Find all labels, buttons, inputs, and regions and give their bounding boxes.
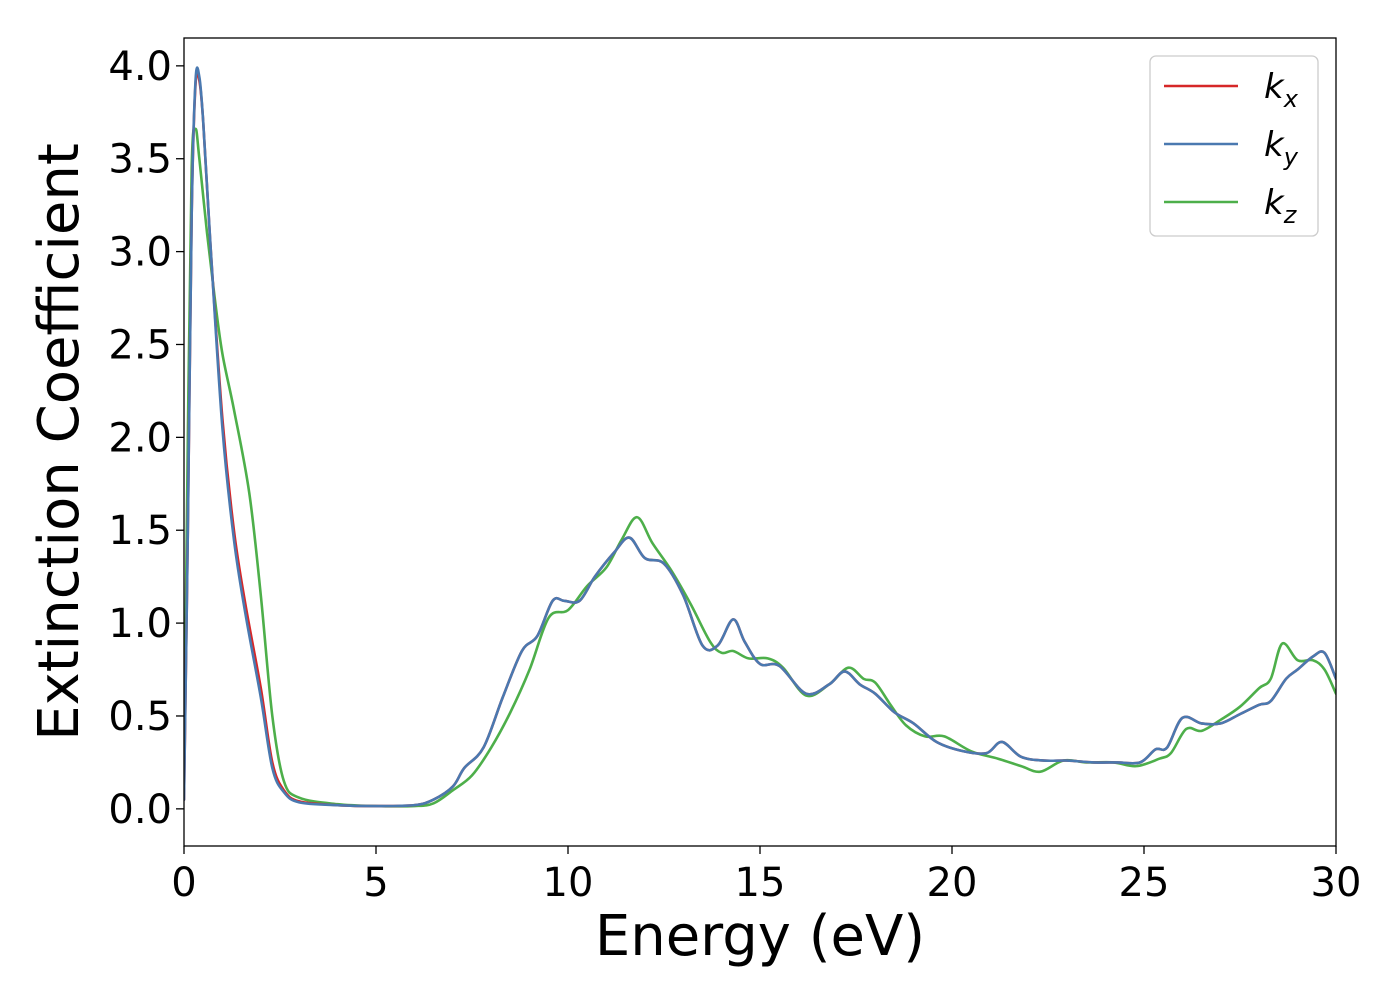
y-tick-label: 0.5 xyxy=(108,694,172,740)
x-axis-label: Energy (eV) xyxy=(595,904,925,969)
y-tick-label: 1.5 xyxy=(108,508,172,554)
x-tick-label: 10 xyxy=(543,860,594,906)
y-tick-label: 3.5 xyxy=(108,137,172,183)
x-tick-label: 25 xyxy=(1119,860,1170,906)
series-line-z xyxy=(184,127,1336,808)
legend-label-x: kx xyxy=(1264,67,1299,113)
x-axis-ticks: 0 5 10 15 20 25 30 xyxy=(171,846,1361,906)
y-axis-ticks: 0.0 0.5 1.0 1.5 2.0 2.5 3.0 3.5 4.0 xyxy=(108,44,184,833)
legend-label-y: ky xyxy=(1264,125,1299,171)
series-line-y xyxy=(184,66,1336,808)
x-tick-label: 15 xyxy=(735,860,786,906)
y-tick-label: 3.0 xyxy=(108,230,172,276)
y-tick-label: 0.0 xyxy=(108,787,172,833)
x-tick-label: 5 xyxy=(363,860,388,906)
legend-box xyxy=(1149,55,1319,237)
x-tick-label: 30 xyxy=(1311,860,1362,906)
y-axis-label: Extinction Coefficient xyxy=(27,143,92,741)
y-tick-label: 4.0 xyxy=(108,44,172,90)
x-tick-label: 20 xyxy=(927,860,978,906)
x-tick-label: 0 xyxy=(171,860,196,906)
y-tick-label: 2.5 xyxy=(108,322,172,368)
legend-label-z: kz xyxy=(1264,183,1298,229)
y-tick-label: 2.0 xyxy=(108,415,172,461)
series-lines xyxy=(184,66,1336,808)
y-tick-label: 1.0 xyxy=(108,601,172,647)
legend: kx ky kz xyxy=(1149,55,1319,237)
